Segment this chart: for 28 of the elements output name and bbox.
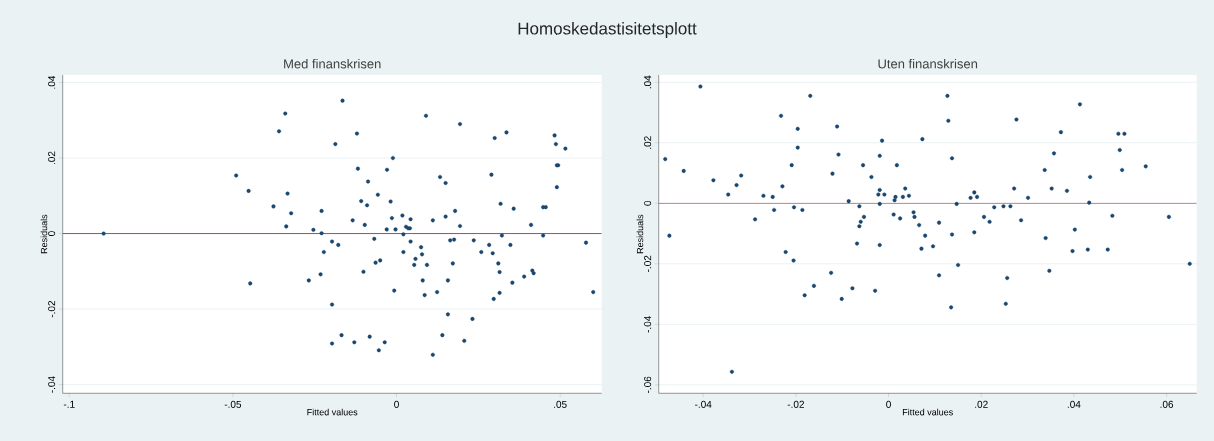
x-tick-label: -.02 (787, 400, 804, 408)
y-tick-label: -.02 (48, 300, 56, 318)
y-tick-label: -.04 (48, 376, 56, 393)
y-tick-label: .02 (644, 136, 652, 149)
x-tick-label: -.04 (695, 400, 712, 408)
x-tick-label: 0 (394, 400, 399, 408)
y-tick-label: 0 (48, 231, 56, 236)
y-tick-label: .04 (48, 75, 56, 89)
chart-title: Homoskedastisitetsplott (518, 22, 697, 38)
x-tick-label: -.1 (63, 400, 75, 408)
y-tick-label: -.04 (644, 315, 652, 333)
x-tick-label: -.05 (224, 400, 242, 408)
x-tick-label: .04 (1067, 400, 1081, 408)
y-axis-title: Residuals (40, 214, 48, 254)
y-tick-label: -.02 (644, 255, 652, 272)
y-tick-label: 0 (644, 200, 652, 206)
y-tick-label: .02 (48, 151, 56, 165)
x-tick-label: .02 (975, 400, 988, 408)
x-axis-title: Fitted values (902, 408, 953, 416)
chart-subtitle: Uten finanskrisen (878, 58, 978, 69)
y-tick-label: -.06 (644, 376, 652, 393)
chart-subtitle: Med finanskrisen (284, 58, 381, 69)
x-axis-title: Fitted values (307, 408, 358, 416)
x-tick-label: 0 (886, 400, 891, 408)
x-tick-label: .06 (1160, 400, 1174, 408)
y-tick-label: .04 (644, 75, 652, 89)
x-tick-label: .05 (554, 400, 567, 408)
y-axis-title: Residuals (636, 214, 644, 254)
